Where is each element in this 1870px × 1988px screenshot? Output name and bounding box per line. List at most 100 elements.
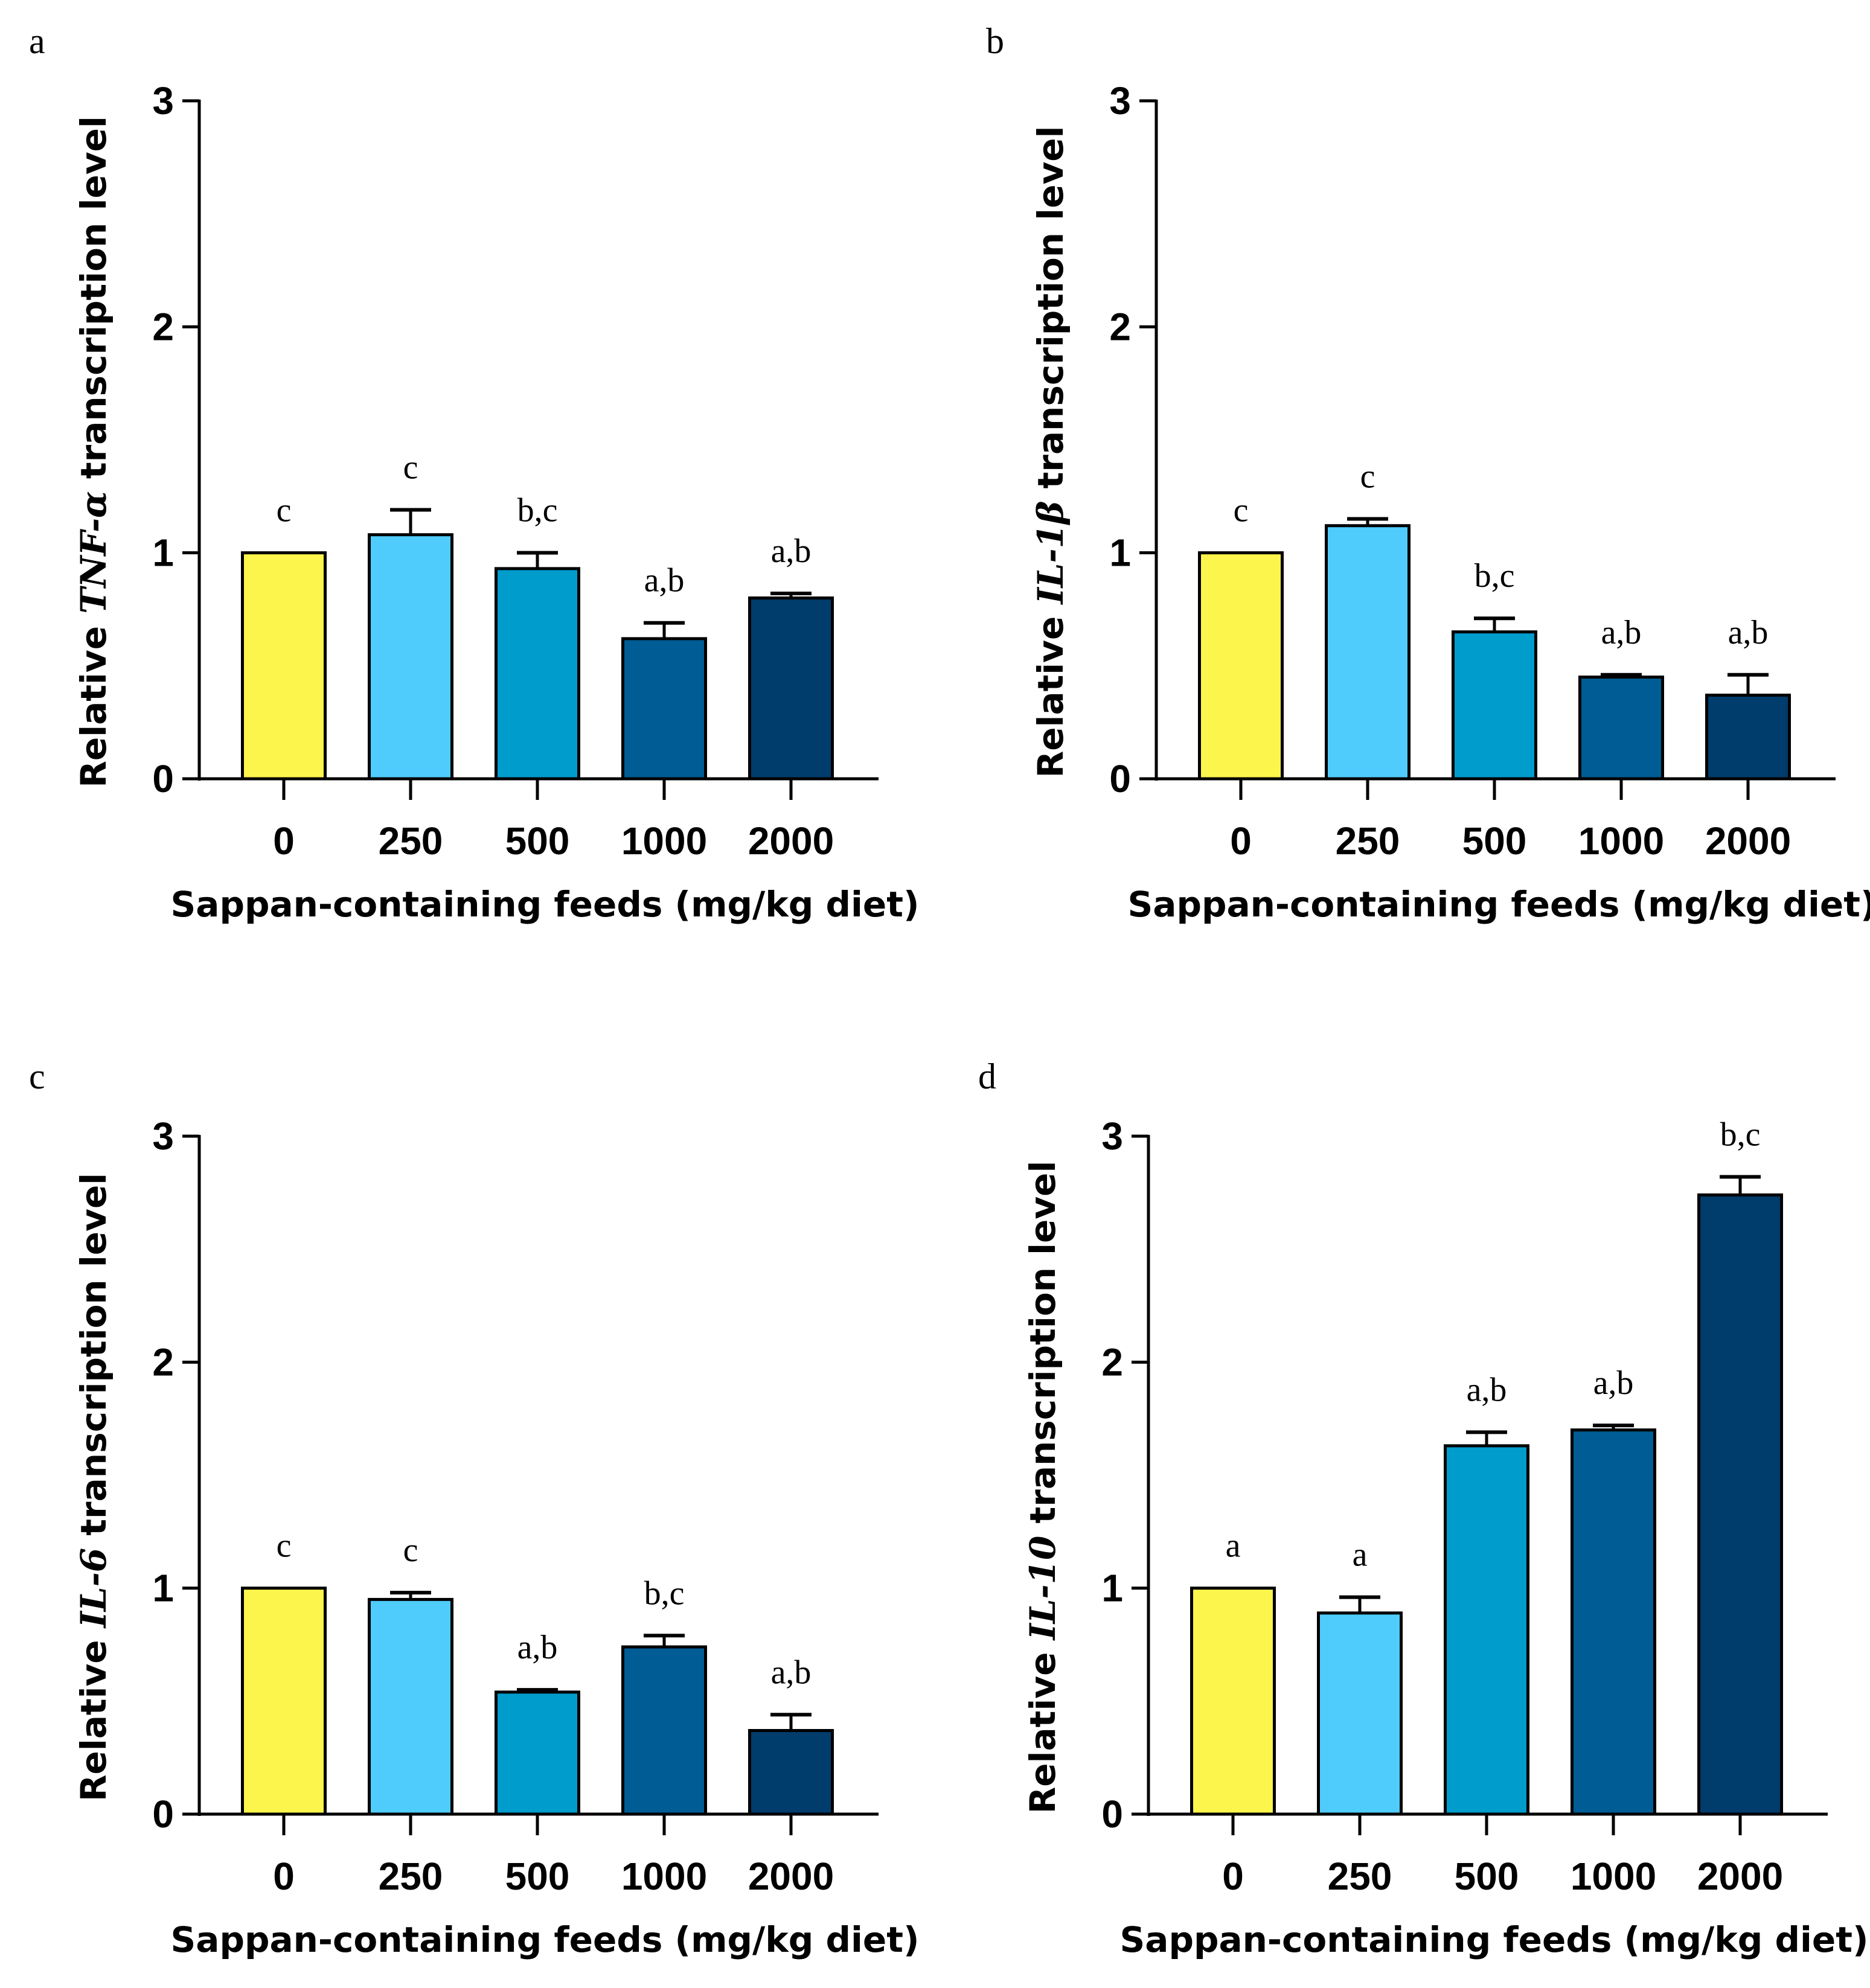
y-axis-label-prefix: Relative bbox=[1022, 1640, 1063, 1814]
y-tick-label: 2 bbox=[1109, 305, 1131, 348]
x-tick-label: 500 bbox=[505, 819, 570, 863]
significance-label: b,c bbox=[1720, 1116, 1761, 1153]
x-axis-label: Sappan-containing feeds (mg/kg diet) bbox=[171, 884, 920, 925]
significance-label: b,c bbox=[517, 492, 558, 529]
x-axis-label: Sappan-containing feeds (mg/kg diet) bbox=[1120, 1919, 1869, 1960]
y-axis-label: Relative TNF-α transcription level bbox=[73, 116, 114, 787]
x-tick-label: 500 bbox=[1455, 1855, 1519, 1898]
significance-label: a,b bbox=[771, 532, 812, 570]
x-axis-label: Sappan-containing feeds (mg/kg diet) bbox=[171, 1919, 920, 1960]
bar-2000 bbox=[1705, 693, 1791, 781]
y-tick-label: 3 bbox=[1109, 79, 1131, 123]
bar-0 bbox=[1198, 551, 1284, 781]
y-tick-label: 1 bbox=[152, 531, 174, 575]
significance-label: c bbox=[403, 449, 418, 487]
x-tick-label: 250 bbox=[1336, 819, 1400, 863]
x-tick-label: 0 bbox=[1230, 819, 1252, 863]
y-axis-label-gene: IL-6 bbox=[73, 1548, 114, 1629]
y-axis-label-suffix: transcription level bbox=[1030, 126, 1071, 501]
bar-0 bbox=[241, 551, 327, 781]
significance-label: a,b bbox=[1593, 1364, 1634, 1402]
x-tick-label: 2000 bbox=[748, 819, 834, 863]
y-tick-label: 3 bbox=[152, 1114, 174, 1158]
bar-500 bbox=[1444, 1444, 1529, 1816]
bar-1000 bbox=[621, 637, 707, 781]
significance-label: a bbox=[1353, 1536, 1368, 1574]
significance-label: c bbox=[277, 1527, 292, 1565]
bar-2000 bbox=[1697, 1193, 1783, 1816]
panel-letter: d bbox=[978, 1056, 996, 1096]
y-tick-label: 1 bbox=[1109, 531, 1131, 575]
chart-panel-d: d a a a,b a,b b,c 0 1 2 3 0 250 500 1000 2000 Sappan-co… bbox=[978, 1056, 1868, 1960]
chart-panel-c: c c c a,b b,c a,b 0 1 2 3 0 250 500 1000 2000 Sappan-co… bbox=[29, 1056, 919, 1960]
significance-label: c bbox=[1234, 492, 1249, 529]
x-tick-label: 2000 bbox=[1697, 1855, 1783, 1898]
chart-panel-b: b c c b,c a,b a,b 0 1 2 3 0 250 500 1000 2000 Sappan-co… bbox=[986, 21, 1870, 925]
significance-label: a,b bbox=[517, 1629, 558, 1666]
bar-0 bbox=[1190, 1587, 1276, 1816]
bar-1000 bbox=[621, 1645, 707, 1816]
y-axis-label-gene: TNF-α bbox=[73, 491, 114, 613]
chart-panel-a: a c c b,c a,b a,b 0 1 2 3 0 250 500 1000 2000 Sappan-co… bbox=[29, 21, 919, 925]
y-axis-label-prefix: Relative bbox=[1030, 604, 1071, 778]
x-tick-label: 1000 bbox=[621, 819, 707, 863]
x-tick-label: 2000 bbox=[748, 1855, 834, 1898]
significance-label: a,b bbox=[771, 1654, 812, 1691]
x-tick-label: 2000 bbox=[1705, 819, 1791, 863]
panel-letter: a bbox=[29, 21, 45, 61]
y-axis-label-suffix: transcription level bbox=[73, 116, 114, 491]
significance-label: c bbox=[1360, 458, 1375, 496]
significance-label: b,c bbox=[644, 1574, 685, 1612]
y-tick-label: 0 bbox=[152, 1792, 174, 1836]
y-axis-label-prefix: Relative bbox=[73, 614, 114, 788]
x-tick-label: 1000 bbox=[1571, 1855, 1656, 1898]
y-axis-label-prefix: Relative bbox=[73, 1628, 114, 1801]
x-axis-label: Sappan-containing feeds (mg/kg diet) bbox=[1128, 884, 1870, 925]
x-tick-label: 500 bbox=[505, 1855, 570, 1898]
y-axis-label-gene: IL-10 bbox=[1022, 1536, 1063, 1641]
y-axis-label-gene: IL-1β bbox=[1030, 501, 1071, 606]
x-tick-label: 1000 bbox=[1578, 819, 1664, 863]
x-tick-label: 1000 bbox=[621, 1855, 707, 1898]
panel-letter: c bbox=[29, 1056, 45, 1096]
x-tick-label: 250 bbox=[1328, 1855, 1392, 1898]
y-tick-label: 2 bbox=[1101, 1340, 1123, 1384]
bar-2000 bbox=[748, 596, 834, 781]
bar-250 bbox=[1317, 1611, 1403, 1816]
y-axis-label: Relative IL-10 transcription level bbox=[1022, 1161, 1063, 1814]
y-axis-label-suffix: transcription level bbox=[73, 1173, 114, 1548]
significance-label: a,b bbox=[644, 562, 685, 599]
y-tick-label: 2 bbox=[152, 1340, 174, 1384]
y-axis-label: Relative IL-6 transcription level bbox=[73, 1173, 114, 1801]
x-tick-label: 0 bbox=[273, 1855, 295, 1898]
bar-1000 bbox=[1571, 1428, 1656, 1816]
x-tick-label: 0 bbox=[273, 819, 295, 863]
y-tick-label: 3 bbox=[152, 79, 174, 123]
x-tick-label: 500 bbox=[1462, 819, 1527, 863]
bar-500 bbox=[495, 1690, 580, 1816]
bar-1000 bbox=[1578, 676, 1664, 781]
significance-label: a,b bbox=[1601, 614, 1642, 651]
significance-label: c bbox=[403, 1532, 418, 1569]
significance-label: b,c bbox=[1475, 557, 1515, 595]
bar-0 bbox=[241, 1587, 327, 1816]
y-axis-label: Relative IL-1β transcription level bbox=[1030, 126, 1071, 778]
y-tick-label: 3 bbox=[1101, 1114, 1123, 1158]
y-tick-label: 0 bbox=[1109, 757, 1131, 801]
significance-label: c bbox=[277, 492, 292, 529]
x-tick-label: 0 bbox=[1222, 1855, 1244, 1898]
significance-label: a,b bbox=[1728, 614, 1769, 651]
panel-letter: b bbox=[986, 21, 1004, 61]
y-tick-label: 1 bbox=[1101, 1567, 1123, 1610]
y-tick-label: 0 bbox=[1101, 1792, 1123, 1836]
bar-500 bbox=[1452, 630, 1537, 781]
x-tick-label: 250 bbox=[379, 1855, 443, 1898]
bar-500 bbox=[495, 567, 580, 781]
y-axis-label-suffix: transcription level bbox=[1022, 1161, 1063, 1536]
bar-250 bbox=[1325, 524, 1411, 781]
y-tick-label: 0 bbox=[152, 757, 174, 801]
significance-label: a,b bbox=[1467, 1371, 1507, 1408]
bar-250 bbox=[368, 1597, 453, 1816]
significance-label: a bbox=[1226, 1527, 1241, 1565]
